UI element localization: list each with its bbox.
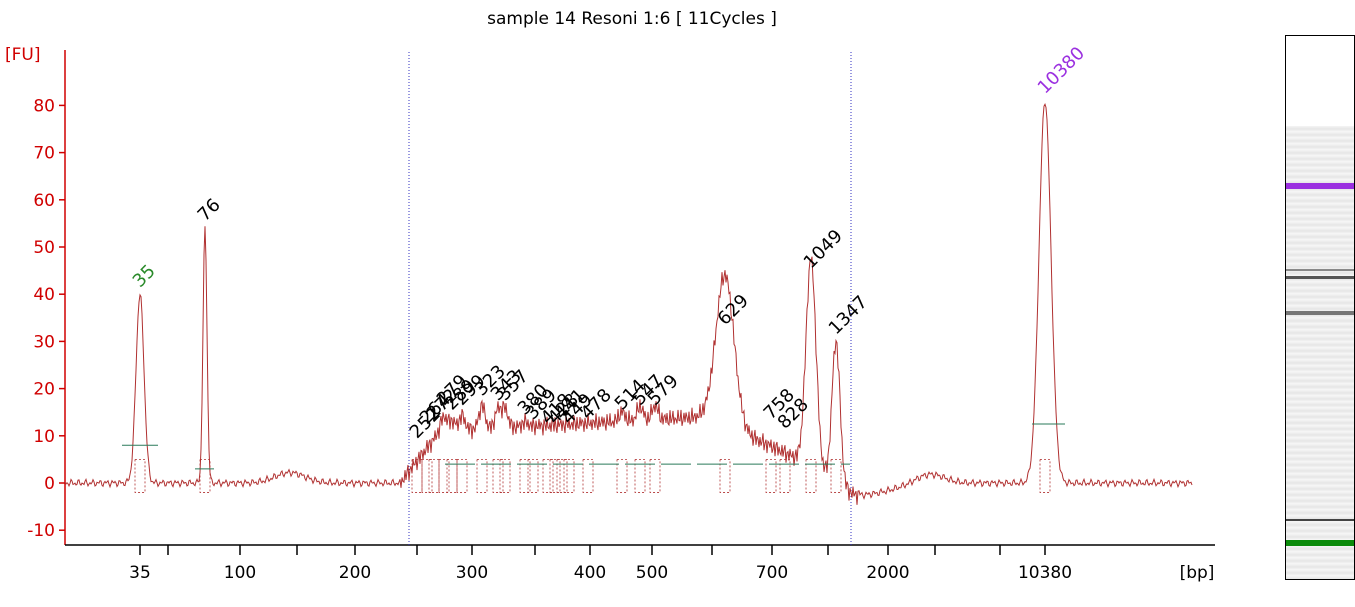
peak-integration-box [446,458,458,493]
peak-integration-box [616,458,628,493]
gel-band-1049 [1286,276,1354,279]
x-tick-label: 700 [756,563,788,583]
peak-integration-box [134,458,146,493]
peak-integration-box [556,458,568,493]
peak-label: 35 [129,261,160,292]
x-tick-label: 10380 [1018,563,1072,583]
peak-integration-box [563,458,575,493]
x-tick-label: 100 [224,563,256,583]
y-tick-label: 80 [33,96,55,116]
y-tick-label: 30 [33,332,55,352]
peak-integration-box [549,458,561,493]
gel-band-lower-marker [1286,540,1354,546]
x-tick-label: 300 [456,563,488,583]
x-tick-label: 200 [339,563,371,583]
peak-integration-box [438,458,450,493]
peak-integration-box [830,458,842,493]
peak-integration-box [542,458,554,493]
peak-integration-box [499,458,511,493]
peak-integration-box [199,458,211,493]
x-tick-label: 35 [129,563,151,583]
y-tick-label: 50 [33,238,55,258]
peak-integration-box [634,458,646,493]
peak-integration-box [779,458,791,493]
peak-label: 1347 [825,292,872,339]
x-axis-label: [bp] [1180,563,1215,583]
peak-integration-box [582,458,594,493]
peak-label: 76 [194,195,225,226]
gel-band-1347 [1286,269,1354,271]
peak-integration-box [411,458,423,493]
peak-integration-box [519,458,531,493]
y-tick-label: 70 [33,144,55,164]
peak-integration-box [476,458,488,493]
peak-integration-box [1039,458,1051,493]
peak-integration-box [649,458,661,493]
peak-integration-box [719,458,731,493]
peak-integration-box [421,458,433,493]
y-tick-label: 10 [33,427,55,447]
gel-band-upper-marker [1286,183,1354,189]
y-tick-label: 20 [33,380,55,400]
x-tick-label: 500 [636,563,668,583]
virtual-gel-lane [1285,35,1355,580]
electropherogram-chart: -10 0 10 20 30 40 50 60 70 80 35 100 200 300 400 500 700… [5,9,1215,583]
peak-integration-box [456,458,468,493]
y-tick-label: -10 [27,521,55,541]
gel-smear [1286,126,1354,579]
y-axis-label: [FU] [5,45,41,65]
y-tick-label: 0 [44,474,55,494]
peak-label: 10380 [1034,43,1089,98]
chart-title: sample 14 Resoni 1:6 [ 11Cycles ] [487,9,777,29]
x-tick-label: 400 [574,563,606,583]
peak-integration-box [765,458,777,493]
peak-integration-box [527,458,539,493]
x-tick-label: 2000 [866,563,909,583]
peak-integration-box [805,458,817,493]
signal-trace [64,103,1193,505]
y-tick-label: 40 [33,285,55,305]
gel-band-629 [1286,311,1354,315]
plot-area: -10 0 10 20 30 40 50 60 70 80 35 100 200 300 400 500 700… [27,43,1215,583]
peak-integration-box [492,458,504,493]
y-tick-label: 60 [33,191,55,211]
gel-band-76 [1286,519,1354,521]
peak-label: 1049 [800,226,847,273]
peak-integration-box [428,458,440,493]
